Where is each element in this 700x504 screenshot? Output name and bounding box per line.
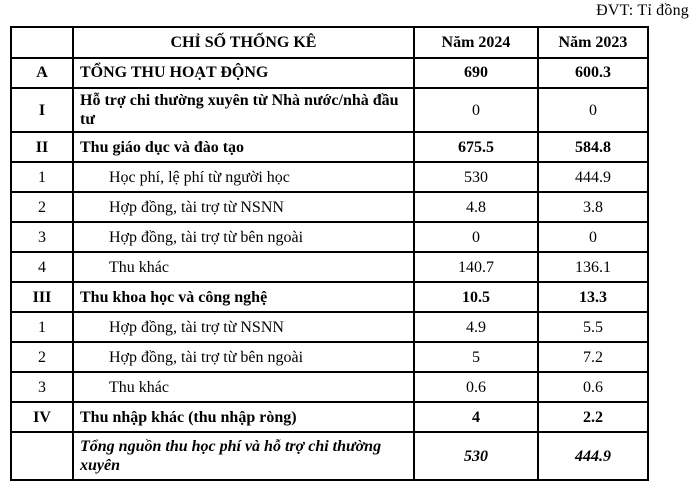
value-2024-cell: 140.7	[413, 251, 539, 284]
table-row: III Thu khoa học và công nghệ 10.5 13.3	[10, 281, 649, 314]
row-index-cell: 2	[10, 341, 74, 374]
row-label-cell: Hợp đồng, tài trợ từ bên ngoài	[72, 341, 415, 374]
value-2023-cell: 5.5	[537, 311, 649, 344]
unit-label: ĐVT: Tỉ đồng	[596, 2, 689, 19]
row-label-cell: Tổng nguồn thu học phí và hỗ trợ chi thư…	[72, 431, 415, 482]
value-2024-cell: 675.5	[413, 131, 539, 164]
table-header-row: CHỈ SỐ THỐNG KÊ Năm 2024 Năm 2023	[10, 26, 649, 59]
row-index-cell	[10, 431, 74, 482]
value-2023-cell: 0.6	[537, 371, 649, 404]
row-index-cell: 3	[10, 221, 74, 254]
value-2024-cell: 530	[413, 431, 539, 482]
header-indicator-cell: CHỈ SỐ THỐNG KÊ	[72, 26, 415, 59]
table-row: I Hỗ trợ chi thường xuyên từ Nhà nước/nh…	[10, 86, 649, 134]
table-row: 3 Hợp đồng, tài trợ từ bên ngoài 0 0	[10, 221, 649, 254]
row-index-cell: 4	[10, 251, 74, 284]
value-2024-cell: 0	[413, 221, 539, 254]
row-index-cell: III	[10, 281, 74, 314]
table-row: 3 Thu khác 0.6 0.6	[10, 371, 649, 404]
row-index-cell: 1	[10, 311, 74, 344]
table-row: 1 Hợp đồng, tài trợ từ NSNN 4.9 5.5	[10, 311, 649, 344]
value-2024-cell: 4.9	[413, 311, 539, 344]
table-row: 2 Hợp đồng, tài trợ từ NSNN 4.8 3.8	[10, 191, 649, 224]
row-label-cell: Hợp đồng, tài trợ từ bên ngoài	[72, 221, 415, 254]
table-row: 4 Thu khác 140.7 136.1	[10, 251, 649, 284]
row-label-cell: Thu nhập khác (thu nhập ròng)	[72, 401, 415, 434]
row-index-cell: I	[10, 86, 74, 134]
value-2024-cell: 10.5	[413, 281, 539, 314]
row-label-cell: Thu giáo dục và đào tạo	[72, 131, 415, 164]
table-row-total: Tổng nguồn thu học phí và hỗ trợ chi thư…	[10, 431, 649, 482]
value-2023-cell: 444.9	[537, 431, 649, 482]
row-label-cell: Hợp đồng, tài trợ từ NSNN	[72, 311, 415, 344]
table-row: 2 Hợp đồng, tài trợ từ bên ngoài 5 7.2	[10, 341, 649, 374]
value-2023-cell: 0	[537, 86, 649, 134]
row-label-cell: Học phí, lệ phí từ người học	[72, 161, 415, 194]
value-2024-cell: 4.8	[413, 191, 539, 224]
statistics-table: CHỈ SỐ THỐNG KÊ Năm 2024 Năm 2023 A TỔNG…	[10, 26, 649, 482]
row-index-cell: 2	[10, 191, 74, 224]
value-2023-cell: 584.8	[537, 131, 649, 164]
row-index-cell: 1	[10, 161, 74, 194]
value-2024-cell: 0.6	[413, 371, 539, 404]
value-2024-cell: 530	[413, 161, 539, 194]
value-2023-cell: 600.3	[537, 57, 649, 89]
row-index-cell: IV	[10, 401, 74, 434]
row-label-cell: Thu khác	[72, 251, 415, 284]
value-2023-cell: 2.2	[537, 401, 649, 434]
value-2023-cell: 0	[537, 221, 649, 254]
row-label-cell: Hợp đồng, tài trợ từ NSNN	[72, 191, 415, 224]
value-2023-cell: 13.3	[537, 281, 649, 314]
row-label-cell: Hỗ trợ chi thường xuyên từ Nhà nước/nhà …	[72, 86, 415, 134]
value-2024-cell: 0	[413, 86, 539, 134]
header-index-cell	[10, 26, 74, 59]
row-label-cell: Thu khoa học và công nghệ	[72, 281, 415, 314]
value-2023-cell: 3.8	[537, 191, 649, 224]
row-index-cell: II	[10, 131, 74, 164]
row-label-cell: TỔNG THU HOẠT ĐỘNG	[72, 57, 415, 89]
row-index-cell: 3	[10, 371, 74, 404]
header-year-2024-cell: Năm 2024	[413, 26, 539, 59]
row-index-cell: A	[10, 57, 74, 89]
value-2023-cell: 444.9	[537, 161, 649, 194]
table-row: II Thu giáo dục và đào tạo 675.5 584.8	[10, 131, 649, 164]
value-2023-cell: 7.2	[537, 341, 649, 374]
value-2024-cell: 690	[413, 57, 539, 89]
value-2024-cell: 5	[413, 341, 539, 374]
value-2024-cell: 4	[413, 401, 539, 434]
header-year-2023-cell: Năm 2023	[537, 26, 649, 59]
table-row: 1 Học phí, lệ phí từ người học 530 444.9	[10, 161, 649, 194]
table-row: IV Thu nhập khác (thu nhập ròng) 4 2.2	[10, 401, 649, 434]
row-label-cell: Thu khác	[72, 371, 415, 404]
table-row: A TỔNG THU HOẠT ĐỘNG 690 600.3	[10, 57, 649, 89]
value-2023-cell: 136.1	[537, 251, 649, 284]
